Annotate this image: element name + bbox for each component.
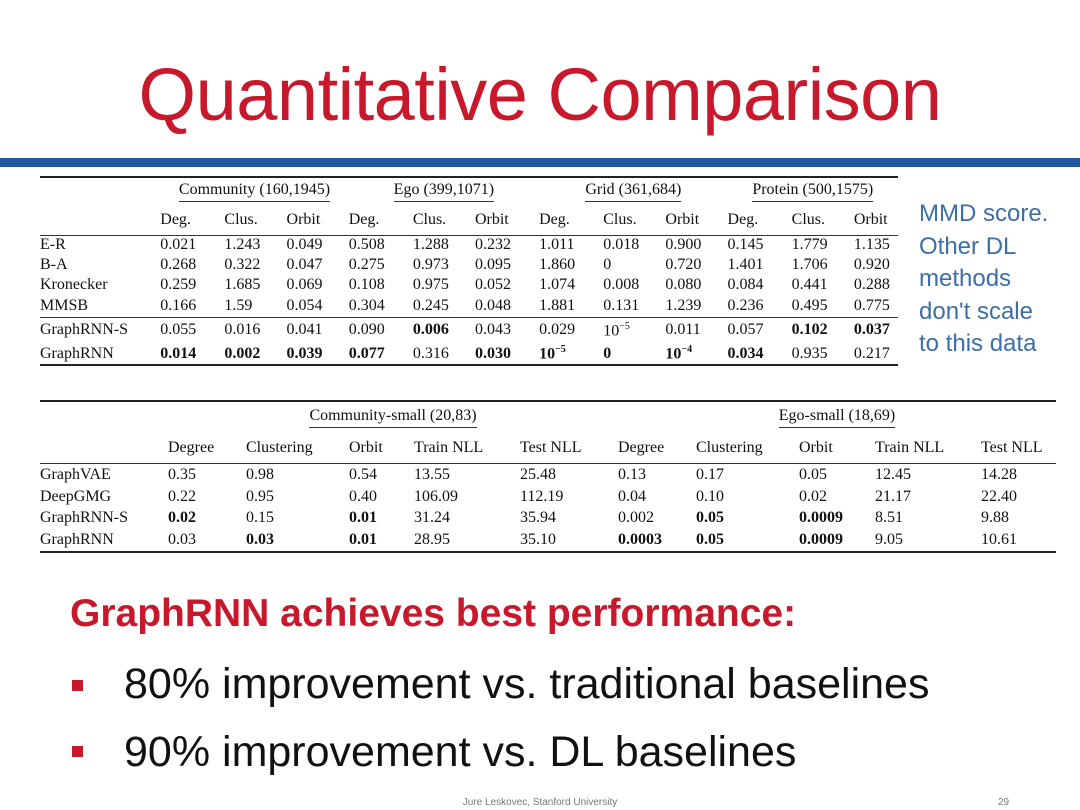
headline: GraphRNN achieves best performance: [70, 592, 797, 635]
table-row: GraphRNN 0.014 0.002 0.039 0.077 0.316 0.030… [40, 343, 890, 363]
slide-title: Quantitative Comparison [138, 53, 942, 136]
group-header: Community (160,1945) [178, 181, 331, 202]
column-header: Orbit [286, 205, 349, 236]
table-row: GraphVAE 0.35 0.98 0.54 13.55 25.48 0.13 0.17… [40, 466, 1017, 484]
table-row: E-R 0.021 1.243 0.049 0.508 1.288 0.232 1.01… [40, 236, 890, 254]
side-note: MMD score. Other DL methods don't scale … [919, 200, 1049, 357]
column-header: Deg. [727, 205, 792, 236]
group-header: Community-small (20,83) [309, 407, 477, 428]
column-header: Degree [618, 433, 696, 464]
column-header: Orbit [349, 433, 414, 464]
column-header: Clus. [791, 205, 854, 236]
table-row: GraphRNN-S 0.055 0.016 0.041 0.090 0.006 0.0… [40, 316, 898, 343]
column-header: Clustering [696, 433, 799, 464]
column-header: Orbit [665, 205, 728, 236]
title-divider [0, 158, 1080, 167]
column-header: Orbit [799, 433, 875, 464]
column-header: Test NLL [520, 433, 618, 464]
results-table-small: Community-small (20,83) Ego-small (18,69… [40, 400, 1056, 553]
column-header: Clus. [412, 205, 475, 236]
bullet-marker [72, 680, 83, 691]
table-row: MMSB 0.166 1.59 0.054 0.304 0.245 0.048 1.88… [40, 296, 890, 314]
footer-credit: Jure Leskovec, Stanford University [462, 797, 618, 808]
table-row: GraphRNN-S 0.02 0.15 0.01 31.24 35.94 0.002 0… [40, 508, 1009, 526]
group-header: Grid (361,684) [585, 181, 682, 202]
table-row: Kronecker 0.259 1.685 0.069 0.108 0.975 0.05… [40, 276, 890, 293]
column-header: Deg. [539, 205, 604, 236]
column-header: Orbit [474, 205, 540, 236]
page-number: 29 [998, 797, 1010, 808]
column-header: Train NLL [414, 433, 520, 464]
bullet-marker [72, 746, 83, 757]
column-header: Clus. [603, 205, 666, 236]
column-header: Deg. [348, 205, 413, 236]
column-header: Test NLL [981, 433, 1056, 464]
table-row: DeepGMG 0.22 0.95 0.40 106.09 112.19 0.04 0.1… [40, 488, 1017, 505]
column-header: Clus. [224, 205, 287, 236]
table-row: B-A 0.268 0.322 0.047 0.275 0.973 0.095 1.86… [40, 256, 890, 273]
column-header: Deg. [160, 205, 225, 236]
group-header: Ego (399,1071) [393, 181, 495, 202]
column-header: Orbit [853, 205, 898, 236]
column-header: Train NLL [875, 433, 981, 464]
group-header: Ego-small (18,69) [778, 407, 896, 428]
results-table-large: Community (160,1945) Ego (399,1071) Grid… [40, 176, 898, 366]
column-header: Degree [168, 433, 246, 464]
group-header: Protein (500,1575) [752, 181, 874, 202]
table-row: GraphRNN 0.03 0.03 0.01 28.95 35.10 0.0003 0.… [40, 530, 1017, 548]
column-header: Clustering [246, 433, 349, 464]
